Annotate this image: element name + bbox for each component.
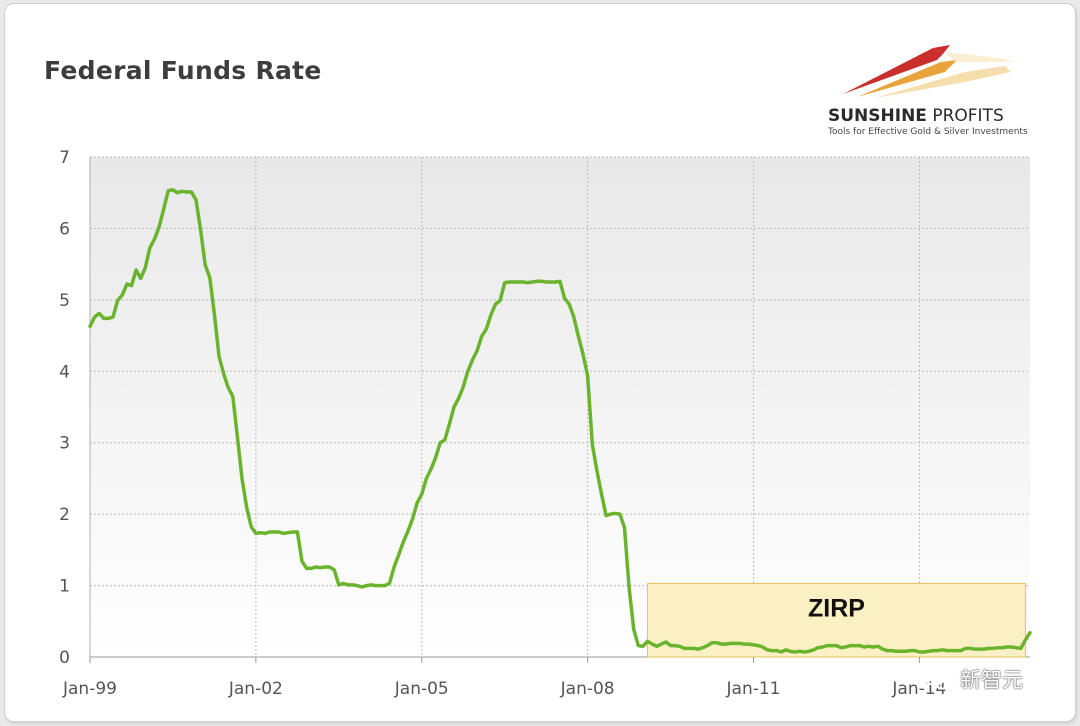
logo-tagline: Tools for Effective Gold & Silver Invest… [828,127,1028,137]
x-tick-label: Jan-05 [394,679,449,699]
x-tick-label: Jan-11 [726,679,781,699]
y-axis-ticks: 0 1 2 3 4 5 6 7 [59,148,70,668]
x-tick-label: Jan-99 [62,679,117,699]
x-tick-label: Jan-02 [228,679,283,699]
sunshine-profits-logo: SUNSHINE PROFITS Tools for Effective Gol… [815,42,1040,142]
series-line-federal-funds-rate [88,188,1032,654]
watermark-text: 新智元 [960,668,1023,692]
y-tick-label: 3 [59,434,70,454]
y-tick-label: 7 [59,148,70,168]
plot-area [90,157,1030,657]
y-tick-label: 1 [59,577,70,597]
wechat-icon [924,668,952,690]
y-tick-label: 5 [59,291,70,311]
logo-name-regular: PROFITS [926,106,1004,126]
zirp-annotation-label: ZIRP [808,594,865,622]
y-tick-label: 6 [59,219,70,239]
x-axis-ticks: Jan-99 Jan-02 Jan-05 Jan-08 Jan-11 Jan-14 [62,657,946,699]
chart-title: Federal Funds Rate [44,56,322,85]
y-tick-label: 4 [59,362,70,382]
y-tick-label: 0 [59,648,70,668]
y-tick-label: 2 [59,505,70,525]
logo-name-bold: SUNSHINE [828,106,927,126]
logo-wordmark: SUNSHINE PROFITS [828,106,1004,126]
x-tick-label: Jan-08 [560,679,615,699]
watermark: 新智元 [924,664,1023,694]
logo-arrows-icon [843,45,1015,98]
